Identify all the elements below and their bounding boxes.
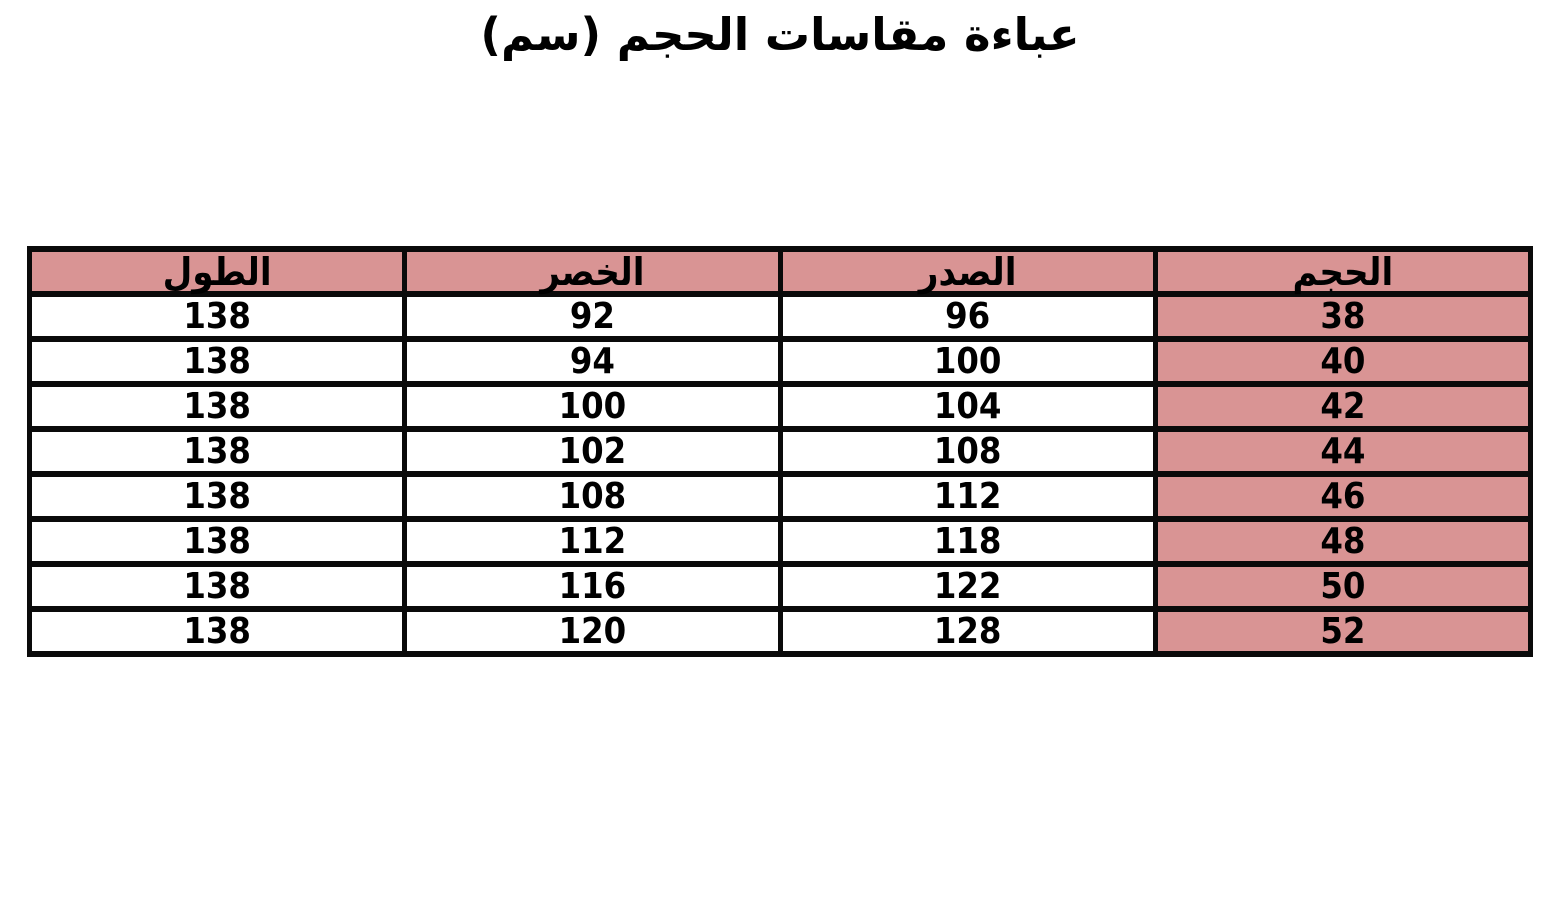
table-row: 46 112 108 138 <box>26 471 1534 522</box>
cell-waist: 116 <box>402 561 783 612</box>
table-row: 50 122 116 138 <box>26 561 1534 612</box>
cell-chest: 112 <box>777 471 1158 522</box>
table-row: 40 100 94 138 <box>26 336 1534 387</box>
cell-waist: 120 <box>402 606 783 657</box>
column-header-size: الحجم <box>1152 246 1534 297</box>
cell-size: 40 <box>1152 336 1534 387</box>
column-header-waist: الخصر <box>402 246 783 297</box>
cell-waist: 102 <box>402 426 783 477</box>
cell-length: 138 <box>26 426 408 477</box>
cell-chest: 96 <box>777 291 1158 342</box>
size-chart-table: الحجم الصدر الخصر الطول 38 96 92 138 40 … <box>26 246 1534 657</box>
cell-size: 44 <box>1152 426 1534 477</box>
cell-size: 38 <box>1152 291 1534 342</box>
cell-size: 48 <box>1152 516 1534 567</box>
cell-chest: 128 <box>777 606 1158 657</box>
cell-waist: 92 <box>402 291 783 342</box>
page-title: عباءة مقاسات الحجم (سم) <box>480 8 1080 61</box>
table-row: 42 104 100 138 <box>26 381 1534 432</box>
cell-size: 46 <box>1152 471 1534 522</box>
cell-length: 138 <box>26 381 408 432</box>
cell-length: 138 <box>26 561 408 612</box>
cell-size: 50 <box>1152 561 1534 612</box>
table-row: 44 108 102 138 <box>26 426 1534 477</box>
cell-length: 138 <box>26 291 408 342</box>
cell-waist: 112 <box>402 516 783 567</box>
cell-length: 138 <box>26 606 408 657</box>
table-row: 48 118 112 138 <box>26 516 1534 567</box>
table-row: 52 128 120 138 <box>26 606 1534 657</box>
table-row: 38 96 92 138 <box>26 291 1534 342</box>
cell-waist: 108 <box>402 471 783 522</box>
cell-chest: 100 <box>777 336 1158 387</box>
cell-length: 138 <box>26 471 408 522</box>
cell-chest: 118 <box>777 516 1158 567</box>
column-header-chest: الصدر <box>777 246 1158 297</box>
cell-waist: 94 <box>402 336 783 387</box>
cell-size: 42 <box>1152 381 1534 432</box>
cell-length: 138 <box>26 336 408 387</box>
cell-waist: 100 <box>402 381 783 432</box>
cell-size: 52 <box>1152 606 1534 657</box>
cell-chest: 104 <box>777 381 1158 432</box>
column-header-length: الطول <box>26 246 408 297</box>
table-header-row: الحجم الصدر الخصر الطول <box>26 246 1534 297</box>
cell-chest: 108 <box>777 426 1158 477</box>
cell-length: 138 <box>26 516 408 567</box>
cell-chest: 122 <box>777 561 1158 612</box>
